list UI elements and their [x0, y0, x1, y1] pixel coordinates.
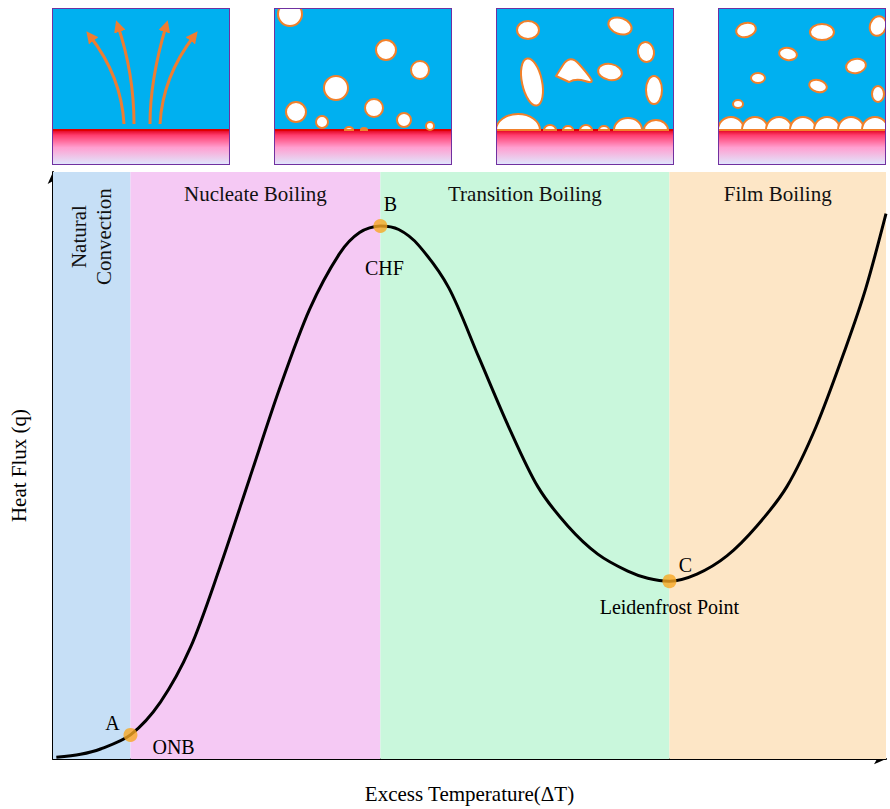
- svg-text:Nucleate Boiling: Nucleate Boiling: [184, 182, 327, 206]
- svg-text:Convection: Convection: [92, 188, 116, 285]
- svg-text:Natural: Natural: [67, 205, 91, 268]
- svg-text:Heat Flux (q): Heat Flux (q): [7, 409, 31, 522]
- svg-text:CHF: CHF: [365, 257, 404, 279]
- svg-text:Film Boiling: Film Boiling: [724, 182, 832, 206]
- svg-text:A: A: [105, 712, 120, 734]
- svg-text:B: B: [384, 193, 397, 215]
- svg-text:Excess Temperature(ΔT): Excess Temperature(ΔT): [365, 782, 574, 806]
- svg-text:Leidenfrost Point: Leidenfrost Point: [600, 596, 740, 618]
- svg-text:Transition Boiling: Transition Boiling: [448, 182, 602, 206]
- svg-text:ONB: ONB: [152, 736, 194, 758]
- svg-text:C: C: [679, 554, 692, 576]
